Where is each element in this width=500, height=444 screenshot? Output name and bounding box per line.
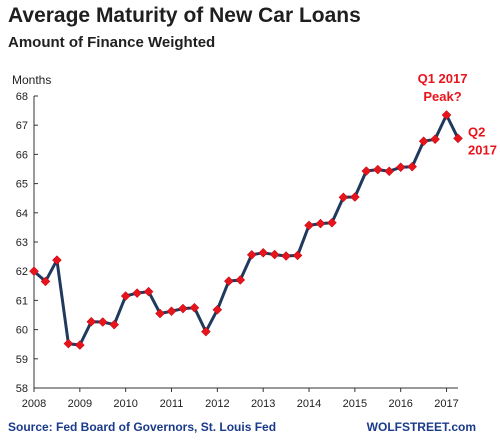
data-point [304,220,314,231]
data-point [166,306,177,317]
data-point [395,162,406,173]
y-axis-label: Months [12,73,51,87]
x-tick-label: 2012 [205,398,229,410]
annotation-peak-line2: Peak? [423,89,461,104]
y-tick-label: 67 [16,120,28,132]
data-point [453,133,463,144]
data-point [212,304,223,315]
data-point [74,340,85,350]
annotation-q2-line2: 2017 [468,142,497,157]
data-point [86,316,97,327]
data-point [189,302,200,313]
data-point [350,192,360,202]
data-point [384,166,395,177]
x-tick-label: 2009 [68,398,92,410]
data-point [143,286,154,297]
data-point [407,161,418,172]
data-point [258,247,269,258]
data-point [29,266,39,277]
data-point [223,276,234,286]
chart-axes: Months 58 59 60 61 62 63 64 65 66 67 68 2008 2009 2010… [12,73,459,410]
data-point [361,166,372,176]
data-point [338,192,349,203]
chart-title: Average Maturity of New Car Loans [8,4,361,27]
x-tick-label: 2008 [22,398,46,410]
x-tick-label: 2017 [434,398,458,410]
y-tick-label: 58 [16,383,28,395]
y-tick-label: 64 [16,208,28,220]
data-point [109,319,120,330]
x-tick-label: 2013 [251,398,275,410]
data-point [178,303,188,314]
x-tick-label: 2014 [297,398,321,410]
data-point [281,251,291,261]
y-tick-label: 60 [16,325,28,337]
chart-subtitle: Amount of Finance Weighted [8,34,216,51]
source-note: Source: Fed Board of Governors, St. Loui… [8,420,277,434]
y-tick-label: 62 [16,266,28,278]
data-point [327,217,337,228]
data-point [201,326,211,337]
data-point [132,288,142,298]
y-tick-label: 59 [16,354,28,366]
data-point [63,338,74,349]
x-tick-label: 2011 [160,398,184,410]
y-tick-label: 63 [16,237,28,249]
chart-annotations: Q1 2017 Peak? Q2 2017 [418,71,497,157]
data-point [441,110,452,120]
data-point [235,275,246,285]
y-tick-label: 66 [16,149,28,161]
data-point [418,136,429,147]
data-point [97,317,108,327]
data-point [155,308,165,319]
data-point [269,249,280,260]
chart-series [29,110,463,350]
x-tick-label: 2016 [388,398,412,410]
annotation-q2-line1: Q2 [468,124,485,139]
data-point [315,218,326,229]
x-tick-label: 2010 [113,398,137,410]
data-point [372,164,383,175]
annotation-peak-line1: Q1 2017 [418,71,468,86]
series-line [33,113,460,347]
data-point [246,249,257,260]
x-tick-label: 2015 [343,398,367,410]
data-point [40,276,51,287]
y-tick-label: 61 [16,295,28,307]
y-tick-label: 65 [16,179,28,191]
data-point [430,134,440,145]
brand-label: WOLFSTREET.com [366,420,476,434]
data-point [120,291,131,301]
data-point [292,250,303,261]
data-point [52,255,62,265]
y-tick-label: 68 [16,91,28,103]
